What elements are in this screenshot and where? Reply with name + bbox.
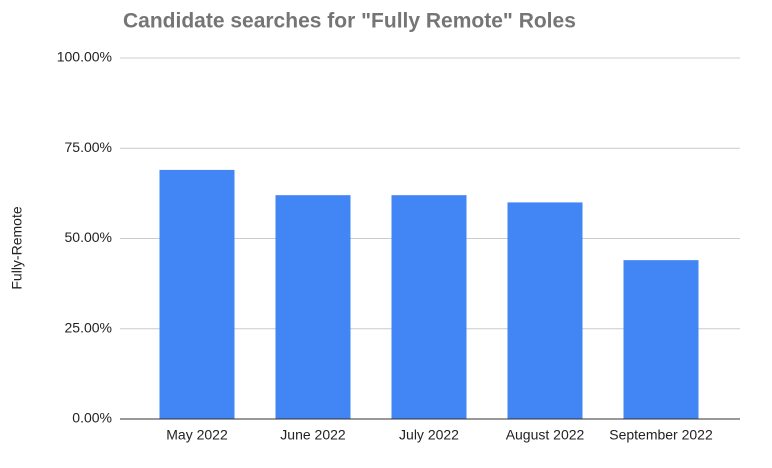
y-tick-label: 25.00% (65, 319, 112, 335)
bar (275, 195, 351, 419)
y-tick-label: 0.00% (72, 410, 112, 426)
x-tick-label: May 2022 (166, 427, 228, 443)
x-tick-label: June 2022 (280, 427, 346, 443)
y-tick-label: 75.00% (65, 139, 112, 155)
bar (623, 260, 699, 419)
y-axis-label: Fully-Remote (9, 206, 25, 289)
y-tick-label: 100.00% (57, 49, 112, 65)
y-tick-label: 50.00% (65, 229, 112, 245)
chart-title: Candidate searches for "Fully Remote" Ro… (123, 10, 576, 33)
bar (507, 202, 583, 419)
bar (391, 195, 467, 419)
bar (159, 169, 235, 419)
x-tick-label: August 2022 (506, 427, 585, 443)
x-tick-label: September 2022 (609, 427, 713, 443)
x-tick-label: July 2022 (399, 427, 459, 443)
